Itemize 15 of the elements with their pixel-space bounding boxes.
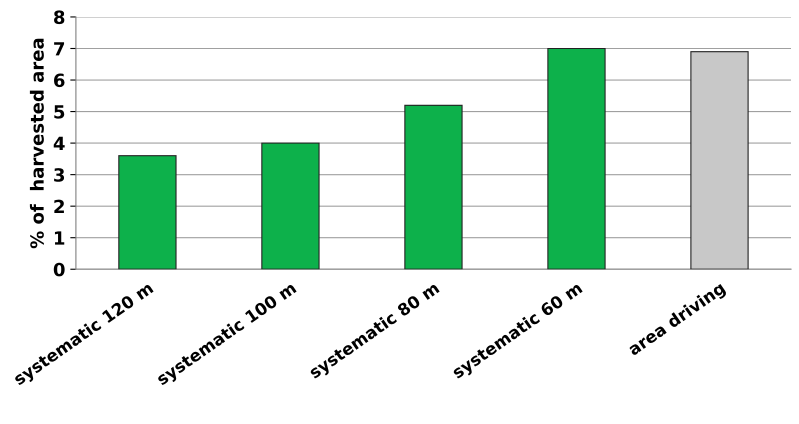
y-tick-label: 4 [54,136,65,150]
bar [261,142,320,270]
bar [404,104,463,270]
y-tick-label: 6 [54,74,65,88]
y-axis-title: % of harvested area [30,38,44,248]
y-tick-label: 8 [54,10,64,24]
bar [547,48,606,270]
bar [690,51,749,270]
y-tick-label: 3 [54,168,64,182]
y-tick-label: 2 [54,200,64,214]
y-tick-label: 5 [54,105,64,119]
y-tick-label: 7 [54,42,64,56]
bar [118,155,177,270]
y-tick-label: 0 [54,262,65,276]
y-tick-label: 1 [54,231,64,245]
